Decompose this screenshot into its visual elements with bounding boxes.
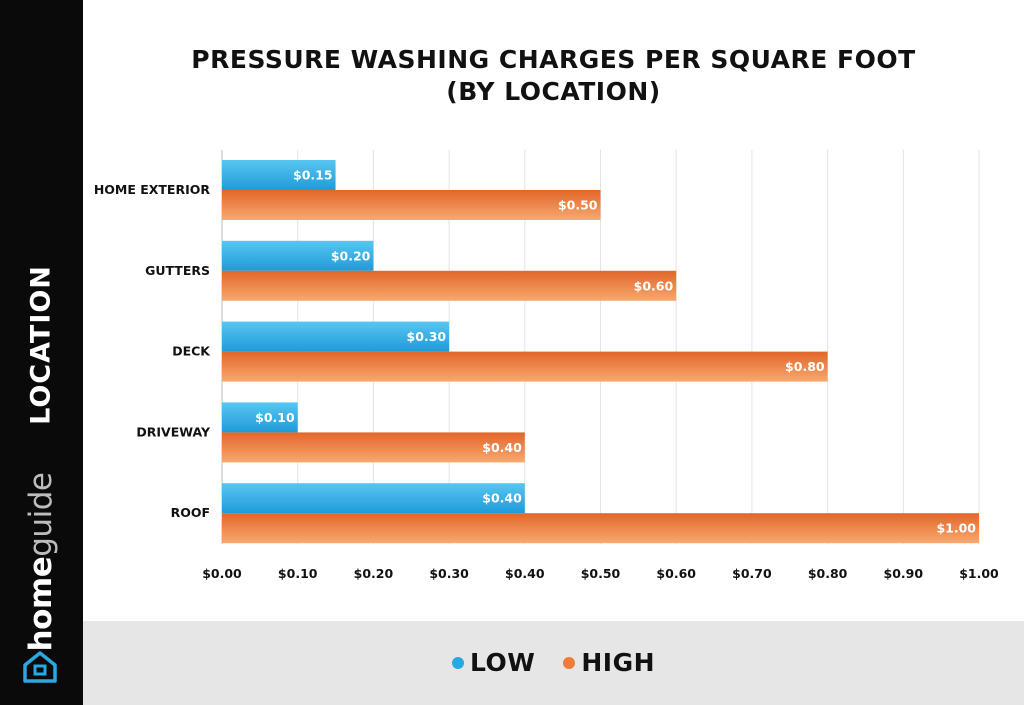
x-tick-label: $0.80 (808, 566, 848, 581)
x-tick-label: $0.70 (732, 566, 772, 581)
x-tick-label: $0.20 (354, 566, 394, 581)
bar-chart: $0.00 $0.10 $0.20 $0.30 $0.40 $0.50 $0.60 $0.70… (94, 150, 999, 581)
bar-value-label: $0.30 (407, 329, 447, 344)
brand-light: guide (23, 472, 59, 557)
y-axis-label: LOCATION (25, 265, 57, 425)
x-tick-label: $1.00 (959, 566, 999, 581)
x-tick-label: $0.10 (278, 566, 318, 581)
bar-high (222, 270, 677, 301)
sidebar: LOCATION homeguide (0, 0, 83, 705)
bar-low (222, 402, 298, 433)
bar-high (222, 432, 525, 463)
x-tick-label: $0.90 (884, 566, 924, 581)
x-tick-label: $0.50 (581, 566, 621, 581)
legend: LOW HIGH (83, 648, 1024, 677)
brand-logo-text: homeguide (23, 473, 59, 652)
x-tick-label: $0.60 (656, 566, 696, 581)
legend-label-high: HIGH (581, 648, 656, 677)
bar-value-label: $0.50 (558, 198, 598, 213)
legend-dot-low (451, 656, 464, 669)
bar-low (222, 483, 525, 514)
bar-low (222, 240, 374, 271)
bar-value-label: $0.60 (634, 278, 674, 293)
bar-value-label: $0.10 (255, 410, 295, 425)
x-tick-label: $0.40 (505, 566, 545, 581)
chart-title-line-2: (BY LOCATION) (446, 77, 661, 106)
legend-label-low: LOW (469, 648, 536, 677)
bar-value-label: $0.40 (482, 440, 522, 455)
chart-title-line-1: PRESSURE WASHING CHARGES PER SQUARE FOOT (191, 45, 916, 74)
legend-item-low: LOW (451, 648, 536, 677)
legend-dot-high (563, 656, 576, 669)
bar-high (222, 513, 979, 544)
category-label: DRIVEWAY (136, 424, 211, 439)
legend-item-high: HIGH (563, 648, 655, 677)
house-icon (23, 651, 57, 683)
bar-value-label: $0.80 (785, 359, 825, 374)
category-label: GUTTERS (145, 263, 210, 278)
bar-value-label: $0.15 (293, 168, 333, 183)
bar-high (222, 190, 601, 220)
bar-high (222, 351, 828, 382)
bar-value-label: $0.20 (331, 248, 371, 263)
bar-low (222, 321, 450, 352)
brand-bold: home (23, 556, 59, 652)
category-label: DECK (172, 344, 211, 359)
chart-title: PRESSURE WASHING CHARGES PER SQUARE FOOT… (83, 44, 1024, 108)
x-tick-label: $0.00 (202, 566, 242, 581)
bar-value-label: $1.00 (936, 521, 976, 536)
category-label: ROOF (171, 505, 210, 520)
bar-low (222, 160, 336, 190)
x-tick-label: $0.30 (429, 566, 469, 581)
category-label: HOME EXTERIOR (94, 182, 211, 197)
bar-value-label: $0.40 (482, 491, 522, 506)
